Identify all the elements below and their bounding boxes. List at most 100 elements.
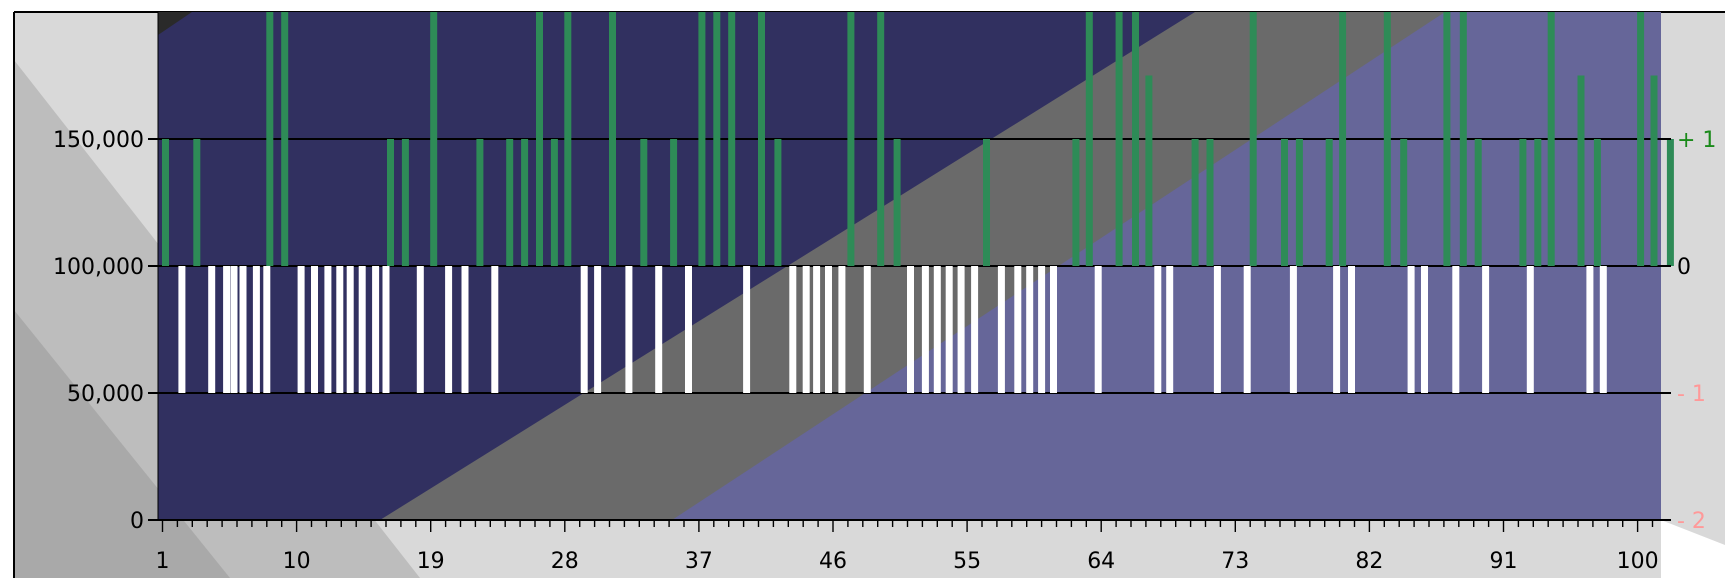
bar-s0-26 <box>1085 12 1093 266</box>
bar-s1-47 <box>1289 266 1297 393</box>
y2-tick-label-3: + 1 <box>1677 128 1716 153</box>
bar-s0-45 <box>1577 75 1585 266</box>
bar-s1-20 <box>594 266 602 393</box>
x-tick-label-2: 19 <box>417 549 445 574</box>
bar-s0-39 <box>1443 12 1451 266</box>
bar-s0-2 <box>266 12 274 266</box>
bar-s0-22 <box>877 12 885 266</box>
bar-s0-24 <box>983 139 990 266</box>
y-tick-label-1: 50,000 <box>67 382 144 407</box>
bar-s0-37 <box>1383 12 1391 266</box>
tick-labels: 1 10 19 28 37 46 55 64 73 82 91 100 0 50,000 100,000 15… <box>53 128 1716 574</box>
bar-s1-23 <box>685 266 692 393</box>
bar-s1-32 <box>921 266 929 393</box>
bar-s1-9 <box>324 266 332 393</box>
bar-s0-41 <box>1474 139 1482 266</box>
bar-s1-18 <box>491 266 499 393</box>
bar-s1-36 <box>971 266 979 393</box>
bar-s0-8 <box>506 139 514 266</box>
bar-s1-42 <box>1094 266 1102 393</box>
bar-s1-4 <box>239 266 247 393</box>
bar-s1-40 <box>1038 266 1046 393</box>
y2-tick-label-2: 0 <box>1677 255 1691 280</box>
bar-s1-13 <box>372 266 380 393</box>
bar-s0-7 <box>476 139 484 266</box>
bar-s0-17 <box>713 12 721 266</box>
y2-tick-label-1: - 1 <box>1677 382 1706 407</box>
bar-s0-25 <box>1072 139 1080 266</box>
x-tick-label-10: 91 <box>1490 549 1518 574</box>
bar-s1-25 <box>789 266 797 393</box>
x-tick-label-3: 28 <box>551 549 579 574</box>
x-tick-label-8: 73 <box>1221 549 1249 574</box>
bar-s0-29 <box>1145 75 1153 266</box>
bar-s0-14 <box>640 139 648 266</box>
bar-s0-36 <box>1339 12 1347 266</box>
bar-s0-11 <box>550 139 558 266</box>
y-tick-label-2: 100,000 <box>53 255 144 280</box>
bar-s1-34 <box>945 266 953 393</box>
bar-s0-31 <box>1206 139 1214 266</box>
bar-s1-30 <box>863 266 871 393</box>
bar-s1-55 <box>1586 266 1594 393</box>
bar-s1-56 <box>1599 266 1607 393</box>
bar-s1-38 <box>1014 266 1022 393</box>
bar-s0-47 <box>1637 12 1645 266</box>
bar-s0-10 <box>536 12 543 266</box>
bar-s0-27 <box>1115 12 1123 266</box>
bar-s0-4 <box>387 139 394 266</box>
y-tick-label-3: 150,000 <box>53 128 144 153</box>
bar-s0-5 <box>401 139 409 266</box>
outer-band-white <box>1661 520 1725 578</box>
bar-s1-7 <box>297 266 305 393</box>
bar-s0-48 <box>1650 75 1658 266</box>
bar-s1-24 <box>743 266 751 393</box>
bar-s0-18 <box>728 12 736 266</box>
bar-s1-8 <box>311 266 318 393</box>
bar-s1-39 <box>1026 266 1034 393</box>
bar-s0-46 <box>1593 139 1601 266</box>
bar-s1-6 <box>263 266 271 393</box>
bar-s1-52 <box>1452 266 1460 393</box>
bar-s1-48 <box>1333 266 1341 393</box>
plot-panel-corner <box>158 12 192 35</box>
bar-s1-33 <box>933 266 941 393</box>
bar-s1-44 <box>1166 266 1174 393</box>
bar-s1-21 <box>625 266 633 393</box>
bar-s0-33 <box>1281 139 1288 266</box>
bar-s0-42 <box>1519 139 1527 266</box>
x-tick-label-5: 46 <box>819 549 847 574</box>
y2-tick-label-0: - 2 <box>1677 509 1706 534</box>
bar-s1-46 <box>1243 266 1251 393</box>
bar-s0-44 <box>1547 12 1555 266</box>
x-tick-label-11: 100 <box>1617 549 1659 574</box>
bar-s1-0 <box>178 266 186 393</box>
bar-s1-28 <box>825 266 832 393</box>
bar-s1-11 <box>346 266 354 393</box>
x-tick-label-7: 64 <box>1087 549 1115 574</box>
bar-s1-15 <box>416 266 424 393</box>
bar-s1-41 <box>1050 266 1057 393</box>
axes <box>148 12 1671 532</box>
bar-s1-51 <box>1421 266 1428 393</box>
bar-s0-28 <box>1132 12 1139 266</box>
bar-s1-50 <box>1407 266 1415 393</box>
bar-s0-9 <box>521 139 529 266</box>
bar-s1-31 <box>907 266 914 393</box>
bar-s0-34 <box>1295 139 1303 266</box>
bar-s1-17 <box>461 266 469 393</box>
bar-s0-21 <box>847 12 855 266</box>
bar-s0-23 <box>893 139 901 266</box>
bar-s0-43 <box>1534 139 1542 266</box>
bar-s0-38 <box>1400 139 1408 266</box>
bar-s0-1 <box>193 139 201 266</box>
bar-s0-20 <box>774 139 782 266</box>
bar-s1-5 <box>252 266 260 393</box>
bar-s1-12 <box>358 266 366 393</box>
bar-s0-40 <box>1459 12 1467 266</box>
bar-s0-12 <box>564 12 572 266</box>
bar-s0-3 <box>281 12 289 266</box>
bar-s0-32 <box>1249 12 1257 266</box>
